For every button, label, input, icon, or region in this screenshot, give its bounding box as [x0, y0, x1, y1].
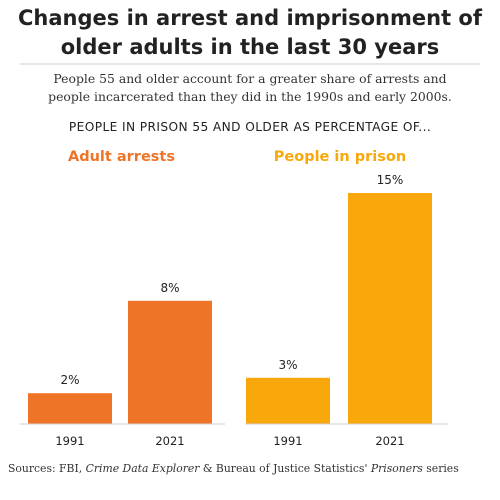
- subtitle: People 55 and older account for a greate…: [10, 70, 490, 106]
- source-note: Sources: FBI, Crime Data Explorer & Bure…: [8, 462, 498, 475]
- data-label-2-2021: 15%: [377, 173, 404, 187]
- source-suffix: series: [422, 462, 459, 475]
- data-label-2-1991: 3%: [278, 358, 297, 372]
- bar-2-2021: [348, 193, 432, 424]
- bar-1-2021: [128, 300, 212, 424]
- title-line-2: older adults in the last 30 years: [60, 35, 440, 59]
- subtitle-line-1: People 55 and older account for a greate…: [53, 71, 447, 86]
- source-middle: & Bureau of Justice Statistics': [199, 462, 371, 475]
- page-title: Changes in arrest and imprisonment of ol…: [0, 4, 500, 62]
- tick-label-1-2021: 2021: [155, 434, 184, 448]
- bar-2-1991: [246, 377, 330, 424]
- panel-title-1: Adult arrests: [68, 149, 175, 165]
- bar-1-1991: [28, 393, 112, 424]
- tick-label-2-1991: 1991: [273, 434, 302, 448]
- panel-title-2: People in prison: [274, 149, 406, 165]
- source-prefix: Sources: FBI,: [8, 462, 86, 475]
- section-label: PEOPLE IN PRISON 55 AND OLDER AS PERCENT…: [68, 120, 432, 134]
- source-italic-1: Crime Data Explorer: [85, 462, 200, 475]
- source-italic-2: Prisoners: [370, 462, 423, 475]
- data-label-1-2021: 8%: [160, 281, 179, 295]
- tick-label-2-2021: 2021: [375, 434, 404, 448]
- title-line-1: Changes in arrest and imprisonment of: [18, 6, 482, 30]
- subtitle-line-2: people incarcerated than they did in the…: [48, 89, 452, 104]
- data-label-1-1991: 2%: [60, 373, 79, 387]
- tick-label-1-1991: 1991: [55, 434, 84, 448]
